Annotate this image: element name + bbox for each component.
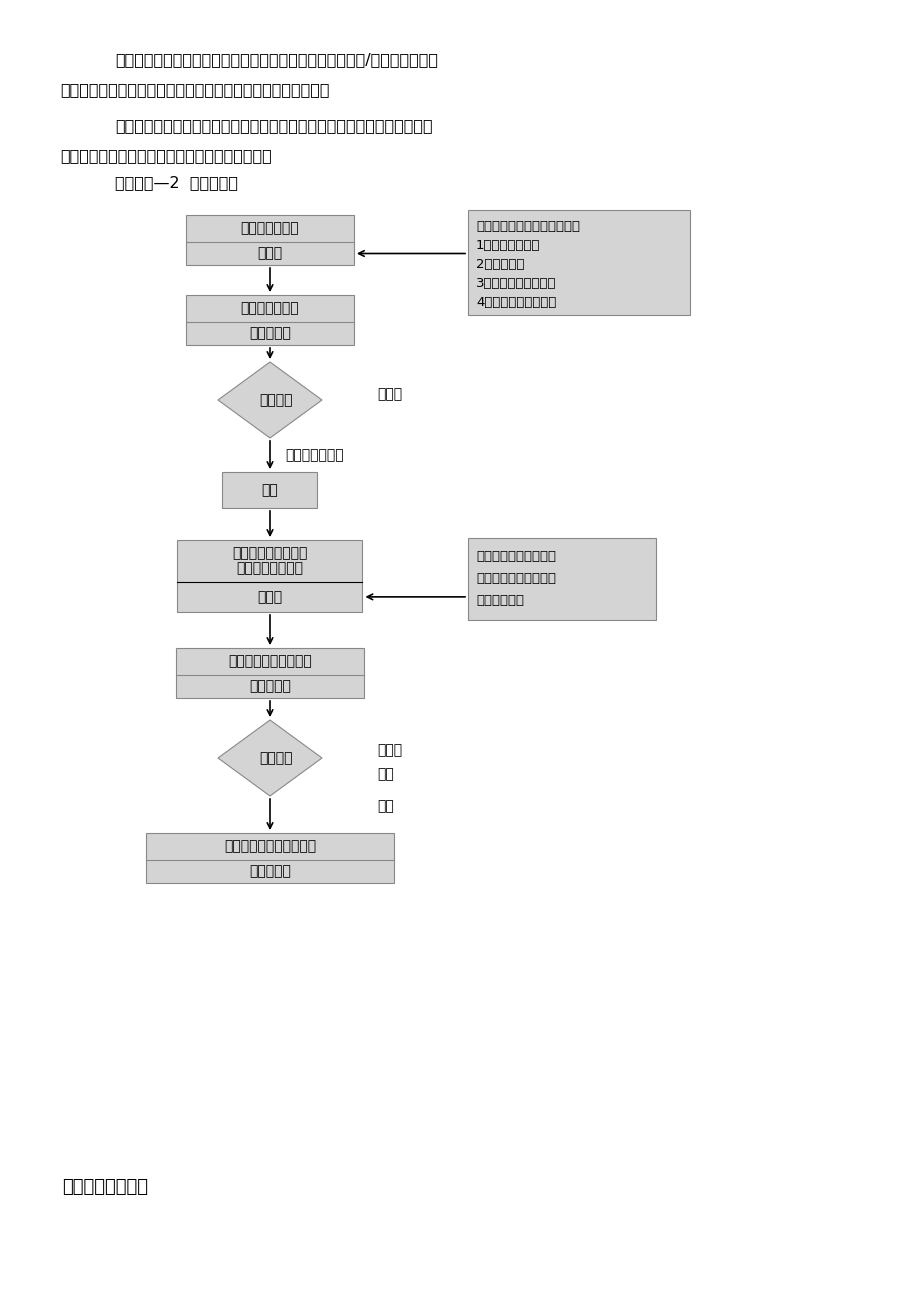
Text: 填报质量验收通知单: 填报质量验收通知单 — [233, 547, 307, 561]
Text: 审核结果: 审核结果 — [259, 393, 292, 408]
Text: 承包人根据合同条款、: 承包人根据合同条款、 — [475, 549, 555, 562]
Text: 五、给排水工程：: 五、给排水工程： — [62, 1178, 148, 1197]
Text: 开工: 开工 — [261, 483, 278, 497]
Text: 规范要求、自检合格，: 规范要求、自检合格， — [475, 572, 555, 585]
Text: （每一分项工程）: （每一分项工程） — [236, 561, 303, 575]
Text: 1、施工操作工艺: 1、施工操作工艺 — [475, 240, 540, 253]
Text: 合格: 合格 — [377, 799, 393, 812]
Text: 监理工程师: 监理工程师 — [249, 327, 290, 341]
Bar — [468, 538, 655, 620]
Text: 工程质量的监理，可按装饰工程质量监理工作流程: 工程质量的监理，可按装饰工程质量监理工作流程 — [60, 148, 271, 163]
Bar — [468, 210, 689, 315]
Text: 同意，并作批示: 同意，并作批示 — [285, 448, 344, 462]
Bar — [177, 540, 362, 612]
Text: 审核开工申请单: 审核开工申请单 — [241, 302, 299, 315]
Text: 涂饰工程、细部工程及给排水工程、电气工程等几大分项工程。: 涂饰工程、细部工程及给排水工程、电气工程等几大分项工程。 — [60, 82, 329, 98]
Polygon shape — [218, 720, 322, 796]
Text: 按要求填写各栏目，并附上：: 按要求填写各栏目，并附上： — [475, 220, 579, 233]
Polygon shape — [218, 362, 322, 437]
Text: 装饰一图—2  进行监理。: 装饰一图—2 进行监理。 — [115, 174, 238, 190]
Text: 现场检查、并抽样检测: 现场检查、并抽样检测 — [228, 655, 312, 668]
Text: 返工: 返工 — [377, 767, 393, 781]
Text: 并报有关资料: 并报有关资料 — [475, 594, 524, 607]
Text: 根据民用建筑的室内墙面、顶棚等装饰工程的质量要求和验评标准，对装饰: 根据民用建筑的室内墙面、顶棚等装饰工程的质量要求和验评标准，对装饰 — [115, 118, 432, 133]
Bar — [176, 648, 364, 698]
Text: 不同意: 不同意 — [377, 743, 402, 756]
Text: 监理工程师: 监理工程师 — [249, 680, 290, 694]
Bar — [186, 296, 354, 345]
Bar — [186, 215, 354, 266]
Text: 2、质量要求: 2、质量要求 — [475, 258, 524, 271]
Text: 检查结果: 检查结果 — [259, 751, 292, 766]
Text: 承包人: 承包人 — [257, 246, 282, 260]
Text: 3、各项材料试验报告: 3、各项材料试验报告 — [475, 277, 556, 290]
Bar — [222, 473, 317, 508]
Text: 不同意: 不同意 — [377, 387, 402, 401]
Text: 填写开工申请单: 填写开工申请单 — [241, 221, 299, 236]
Text: 本工程装饰分部工程包括门窗工程、吹顶工程、地板、墙面/地砖铺设工程、: 本工程装饰分部工程包括门窗工程、吹顶工程、地板、墙面/地砖铺设工程、 — [115, 52, 437, 66]
Text: 监理工程师: 监理工程师 — [249, 865, 290, 879]
Text: 承包人: 承包人 — [257, 590, 282, 604]
Text: 4、产品出厂合格证书: 4、产品出厂合格证书 — [475, 296, 556, 309]
Text: 填写分项工程质量验收单: 填写分项工程质量验收单 — [223, 840, 316, 854]
Bar — [146, 833, 393, 883]
